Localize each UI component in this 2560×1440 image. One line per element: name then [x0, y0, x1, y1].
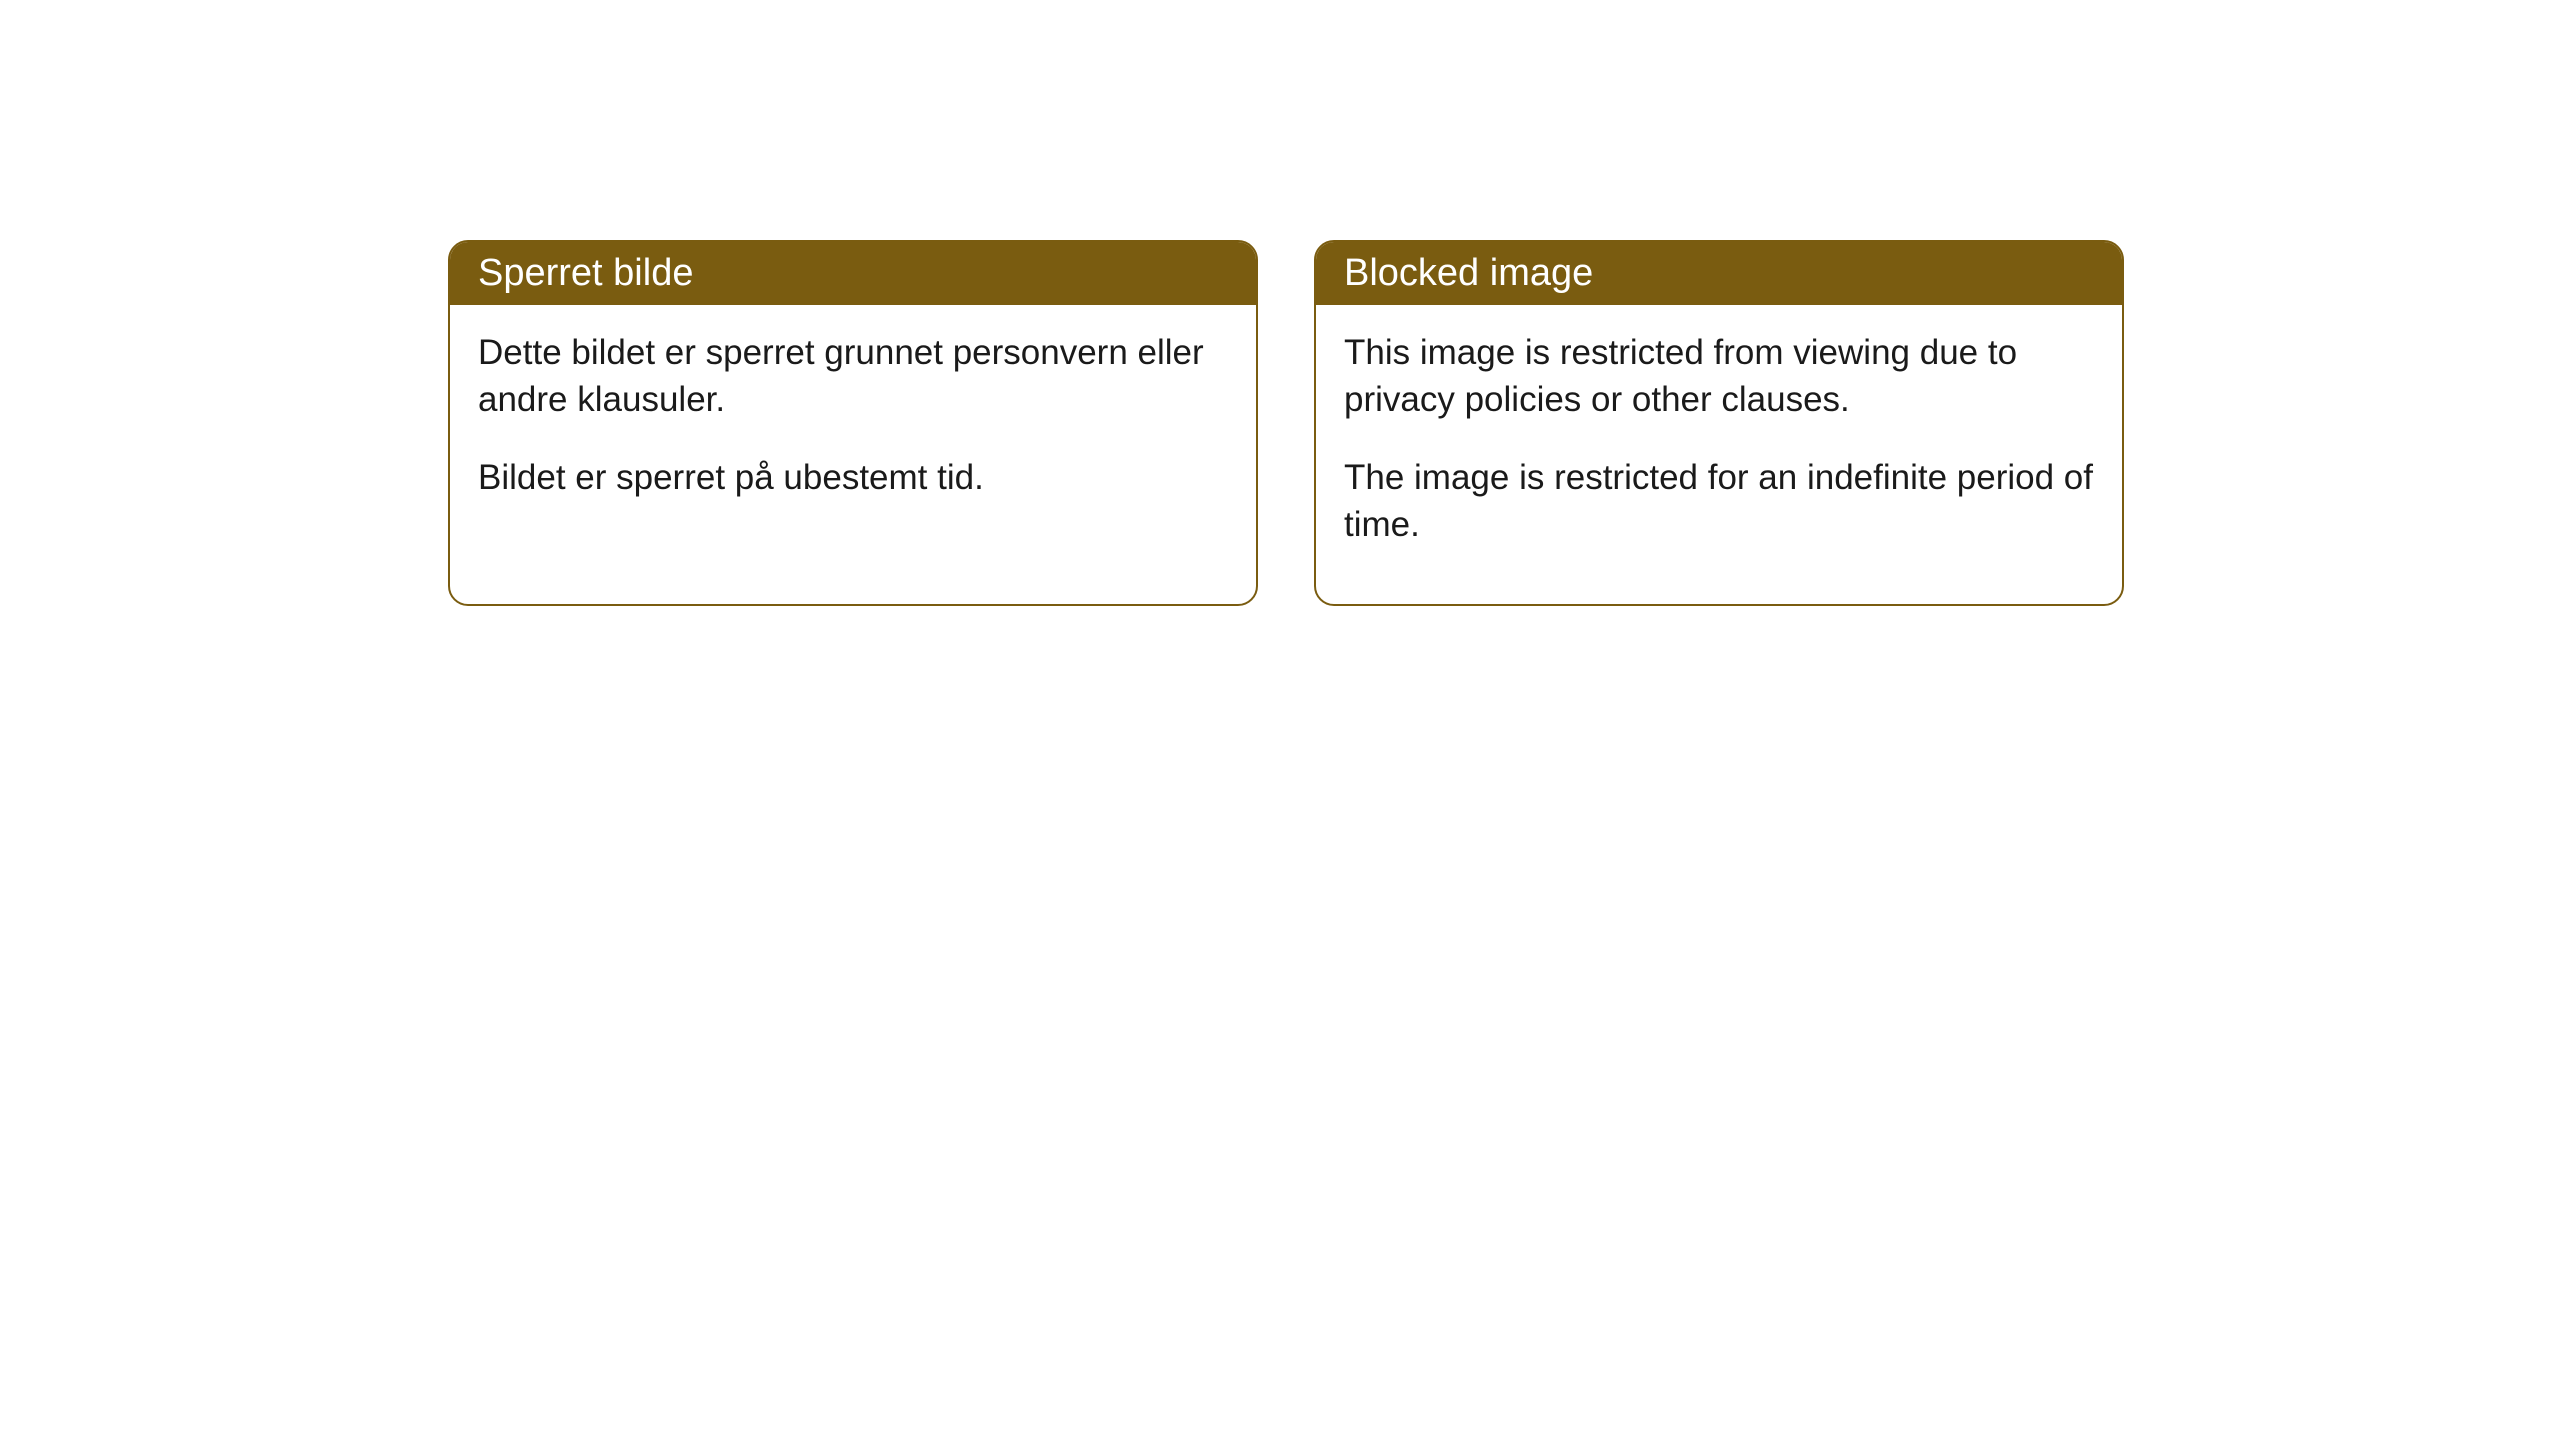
card-paragraph: This image is restricted from viewing du… [1344, 329, 2094, 424]
card-body: This image is restricted from viewing du… [1316, 305, 2122, 604]
card-title: Sperret bilde [450, 242, 1256, 305]
notice-card-english: Blocked image This image is restricted f… [1314, 240, 2124, 606]
notice-cards-container: Sperret bilde Dette bildet er sperret gr… [448, 240, 2124, 606]
card-paragraph: Bildet er sperret på ubestemt tid. [478, 454, 1228, 501]
card-title: Blocked image [1316, 242, 2122, 305]
card-paragraph: Dette bildet er sperret grunnet personve… [478, 329, 1228, 424]
card-paragraph: The image is restricted for an indefinit… [1344, 454, 2094, 549]
notice-card-norwegian: Sperret bilde Dette bildet er sperret gr… [448, 240, 1258, 606]
card-body: Dette bildet er sperret grunnet personve… [450, 305, 1256, 557]
